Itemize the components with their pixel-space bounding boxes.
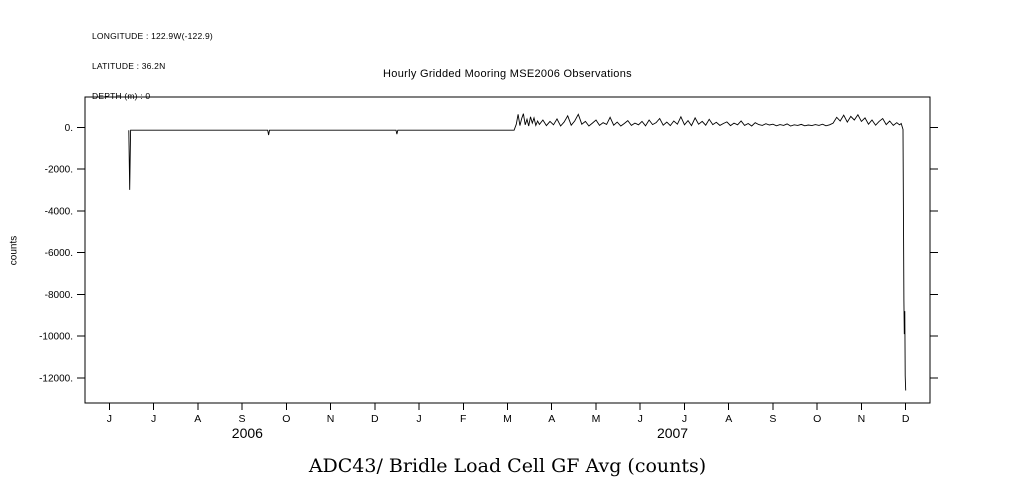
chart-caption: ADC43/ Bridle Load Cell GF Avg (counts) bbox=[308, 455, 707, 477]
x-tick-label: N bbox=[858, 413, 866, 425]
y-tick-label: 0. bbox=[65, 123, 73, 134]
y-tick-label: -8000. bbox=[45, 290, 73, 301]
year-label: 2007 bbox=[657, 425, 688, 441]
x-tick-label: D bbox=[902, 413, 910, 425]
latitude-label: LATITUDE : 36.2N bbox=[92, 61, 166, 71]
x-tick-label: D bbox=[371, 413, 379, 425]
x-tick-label: M bbox=[503, 413, 512, 425]
y-tick-label: -6000. bbox=[45, 248, 73, 259]
x-tick-label: A bbox=[548, 413, 555, 425]
x-tick-label: J bbox=[682, 413, 687, 425]
chart-title: Hourly Gridded Mooring MSE2006 Observati… bbox=[383, 68, 632, 80]
x-tick-label: S bbox=[769, 413, 776, 425]
x-tick-label: J bbox=[416, 413, 421, 425]
x-tick-label: M bbox=[592, 413, 601, 425]
header-info: LONGITUDE : 122.9W(-122.9) LATITUDE : 36… bbox=[92, 11, 213, 121]
x-tick-label: N bbox=[327, 413, 335, 425]
year-label: 2006 bbox=[232, 425, 263, 441]
x-tick-label: J bbox=[638, 413, 643, 425]
x-tick-label: O bbox=[282, 413, 290, 425]
longitude-label: LONGITUDE : 122.9W(-122.9) bbox=[92, 31, 213, 41]
x-tick-label: A bbox=[725, 413, 732, 425]
plot-border bbox=[84, 96, 931, 404]
data-line bbox=[128, 113, 907, 391]
y-tick-label: -12000. bbox=[39, 373, 73, 384]
x-tick-label: S bbox=[239, 413, 246, 425]
y-tick-label: -2000. bbox=[45, 165, 73, 176]
x-tick-label: O bbox=[813, 413, 821, 425]
x-tick-label: A bbox=[194, 413, 201, 425]
x-tick-label: F bbox=[460, 413, 466, 425]
y-tick-label: -4000. bbox=[45, 206, 73, 217]
x-tick-label: J bbox=[151, 413, 156, 425]
depth-label: DEPTH (m) : 0 bbox=[92, 91, 151, 101]
y-tick-label: -10000. bbox=[39, 332, 73, 343]
x-tick-label: J bbox=[107, 413, 112, 425]
